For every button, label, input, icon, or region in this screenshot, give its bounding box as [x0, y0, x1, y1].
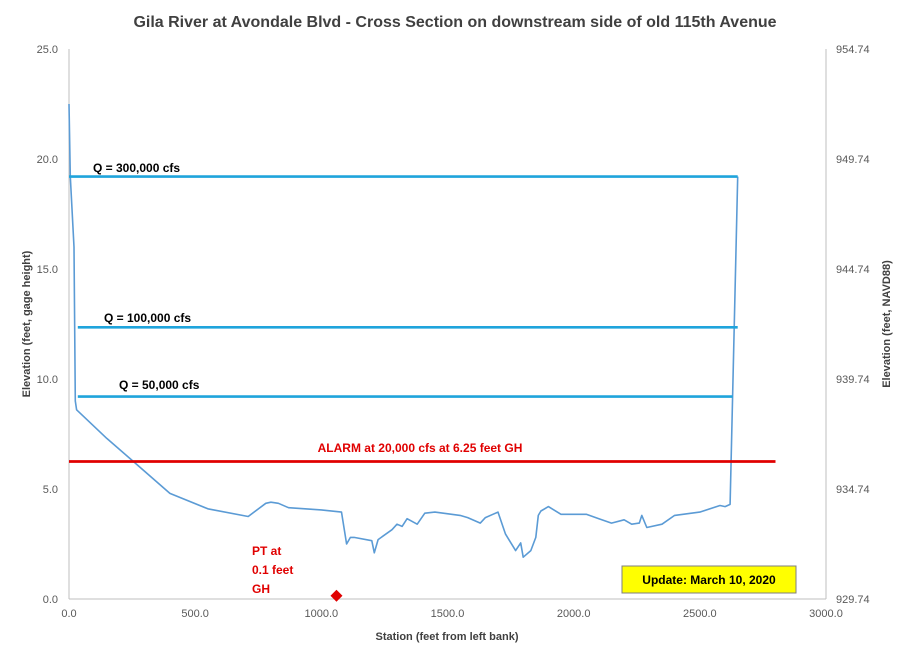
y-axis-title: Elevation (feet, gage height) [21, 250, 33, 397]
alarm-label: ALARM at 20,000 cfs at 6.25 feet GH [318, 441, 523, 455]
x-tick-label: 500.0 [181, 608, 209, 620]
y-tick-label: 0.0 [43, 594, 58, 606]
y2-tick-label: 949.74 [836, 154, 870, 166]
y2-tick-label: 934.74 [836, 484, 870, 496]
x-tick-label: 0.0 [61, 608, 76, 620]
x-tick-label: 2000.0 [557, 608, 591, 620]
y-tick-label: 5.0 [43, 484, 58, 496]
x-axis-title: Station (feet from left bank) [375, 631, 518, 643]
x-tick-label: 3000.0 [809, 608, 843, 620]
cross-section-profile [68, 103, 739, 559]
tick-labels: 0.0 500.0 1000.0 1500.0 2000.0 2500.0 3000.0 0.… [37, 44, 870, 620]
x-tick-label: 1500.0 [431, 608, 465, 620]
update-box-background [621, 565, 797, 594]
update-text: Update: March 10, 2020 [642, 573, 776, 587]
y2-tick-label: 929.74 [836, 594, 870, 606]
pt-label-line-2: 0.1 feet [252, 563, 293, 577]
q300-label: Q = 300,000 cfs [93, 161, 180, 175]
q100-label: Q = 100,000 cfs [104, 311, 191, 325]
series-layer [68, 103, 776, 602]
y2-tick-label: 944.74 [836, 264, 870, 276]
y2-axis-title: Elevation (feet, NAVD88) [881, 260, 893, 388]
y2-tick-label: 939.74 [836, 374, 870, 386]
q50-label: Q = 50,000 cfs [119, 378, 200, 392]
x-tick-label: 1000.0 [305, 608, 339, 620]
y-tick-label: 15.0 [37, 264, 58, 276]
y-tick-label: 20.0 [37, 154, 58, 166]
y-tick-label: 25.0 [37, 44, 58, 56]
y2-tick-label: 954.74 [836, 44, 870, 56]
pt-marker [330, 589, 343, 602]
x-tick-label: 2500.0 [683, 608, 717, 620]
chart-title: Gila River at Avondale Blvd - Cross Sect… [133, 14, 776, 31]
pt-label-line-1: PT at [252, 544, 281, 558]
pt-label-line-3: GH [252, 582, 270, 596]
y-tick-label: 10.0 [37, 374, 58, 386]
update-box: Update: March 10, 2020 [621, 565, 797, 594]
